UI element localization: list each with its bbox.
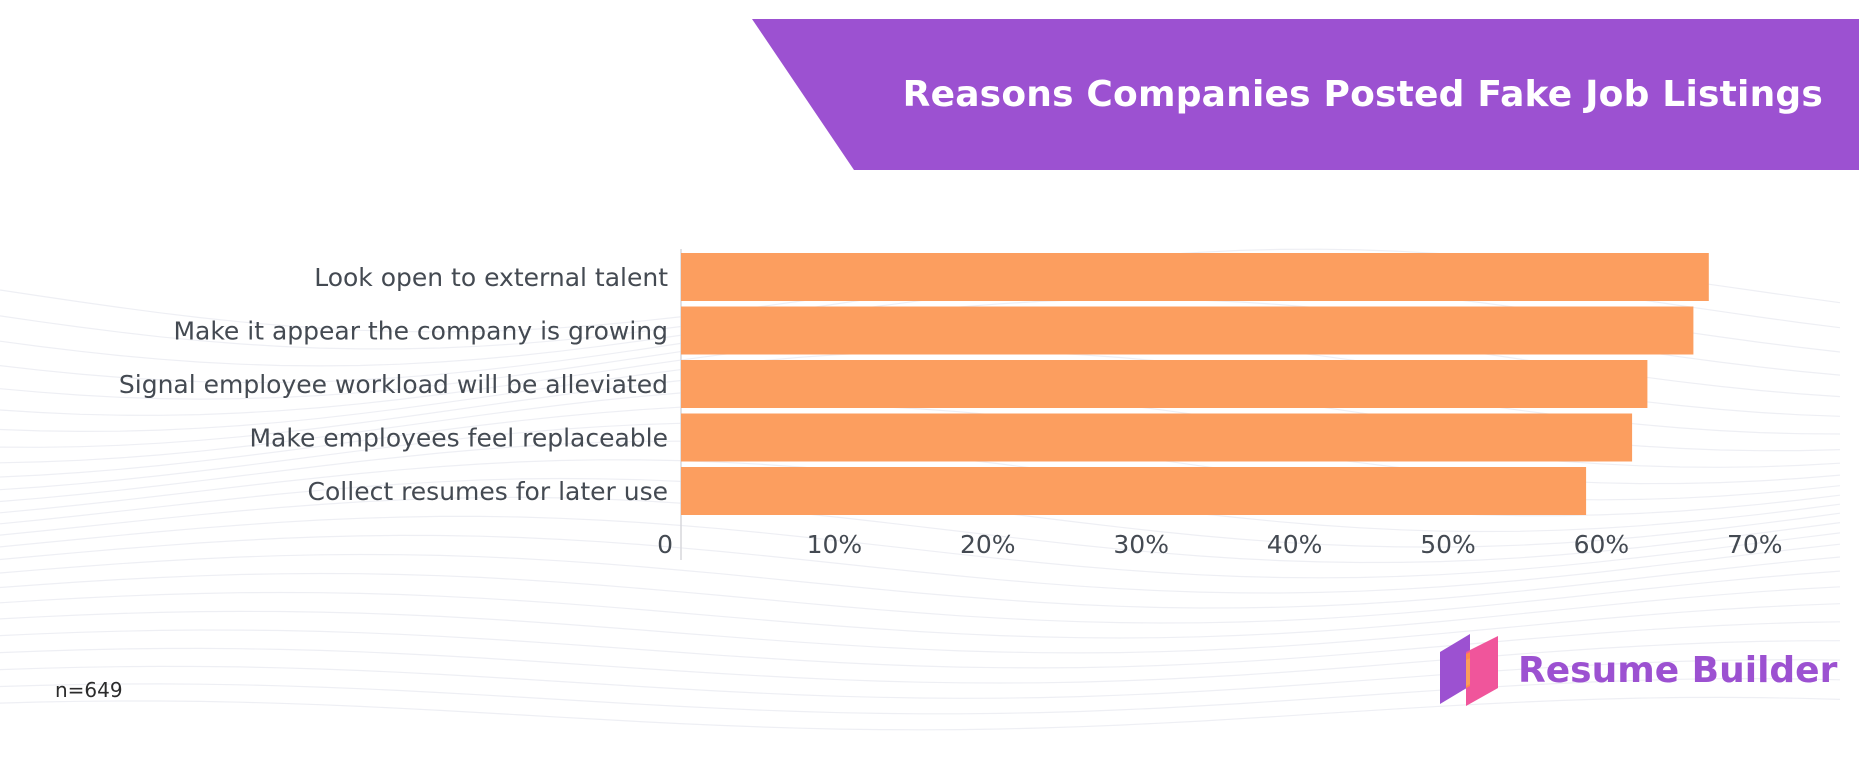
category-label: Make employees feel replaceable [249, 424, 668, 453]
x-tick-label: 10% [807, 530, 863, 559]
bar [681, 253, 1709, 301]
bar [681, 467, 1587, 515]
category-label: Signal employee workload will be allevia… [119, 370, 668, 399]
resume-builder-logo-icon [1440, 634, 1498, 706]
bar [681, 360, 1648, 408]
background-wave-line [0, 586, 1841, 639]
background-wave-line [0, 603, 1841, 654]
background-wave-line [0, 553, 1841, 609]
category-label: Collect resumes for later use [308, 477, 668, 506]
background-wave-line [0, 621, 1841, 669]
background-wave-line [0, 534, 1841, 594]
brand-logo: Resume Builder [1436, 630, 1837, 710]
x-tick-label: 70% [1727, 530, 1783, 559]
background-wave-line [0, 496, 1841, 564]
background-wave-line [0, 677, 1841, 715]
background-wave-line [0, 696, 1841, 731]
title-banner: Reasons Companies Posted Fake Job Listin… [752, 19, 1859, 170]
x-tick-label: 20% [960, 530, 1016, 559]
background-wave-line [0, 570, 1841, 624]
bar [681, 413, 1633, 462]
background-wave-line [0, 640, 1841, 684]
x-tick-label: 30% [1113, 530, 1169, 559]
brand-name: Resume Builder [1518, 649, 1838, 691]
background-wave-line [0, 659, 1841, 699]
x-tick-label: 50% [1420, 530, 1476, 559]
bar [681, 306, 1694, 355]
x-tick-label: 40% [1267, 530, 1323, 559]
background-wave-line [0, 515, 1841, 579]
x-tick-label: 60% [1574, 530, 1630, 559]
chart-title: Reasons Companies Posted Fake Job Listin… [902, 74, 1823, 115]
category-label: Make it appear the company is growing [173, 317, 668, 346]
x-tick-label: 0 [657, 530, 673, 559]
category-label: Look open to external talent [314, 263, 668, 292]
sample-size-note: n=649 [55, 678, 123, 702]
